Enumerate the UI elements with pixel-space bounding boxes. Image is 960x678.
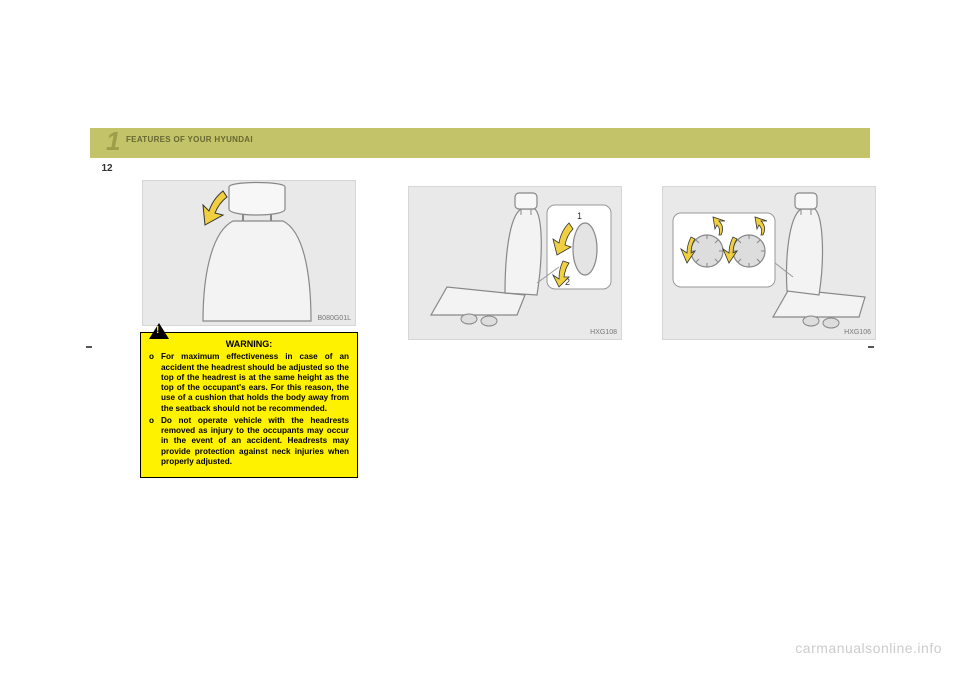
figure-headrest-tilt: B080G01L [142,180,356,326]
figure-label-2: HXG108 [590,329,617,336]
warning-box: ! WARNING: o For maximum effectiveness i… [140,332,358,478]
chapter-number: 1 [106,128,120,154]
crop-mark-right [868,346,874,348]
recline-lever-illustration: 1 2 [409,187,623,341]
watermark: carmanualsonline.info [795,640,942,656]
warning-list: o For maximum effectiveness in case of a… [149,352,349,467]
figure-label-3: HXG106 [844,329,871,336]
bullet-mark: o [149,352,161,414]
crop-mark-left [86,346,92,348]
lumbar-knobs-illustration [663,187,877,341]
svg-text:2: 2 [565,277,570,287]
svg-text:1: 1 [577,211,582,221]
bullet-mark: o [149,416,161,467]
warning-title: WARNING: [149,339,349,350]
column-1: B080G01L ! WARNING: o For maximum effect… [140,178,378,478]
warning-triangle-icon: ! [149,323,169,339]
page-number-tab: 12 [90,158,124,180]
headrest-tilt-illustration [143,181,357,327]
chapter-title: FEATURES OF YOUR HYUNDAI [126,135,253,144]
column-3: HXG106 [654,178,892,344]
warning-text: Do not operate vehicle with the headrest… [161,416,349,467]
figure-label-1: B080G01L [318,315,351,322]
column-2: 1 2 HXG108 [400,178,638,344]
warning-item: o Do not operate vehicle with the headre… [149,416,349,467]
warning-item: o For maximum effectiveness in case of a… [149,352,349,414]
figure-lumbar-knobs: HXG106 [662,186,876,340]
figure-recline-lever: 1 2 HXG108 [408,186,622,340]
warning-text: For maximum effectiveness in case of an … [161,352,349,414]
